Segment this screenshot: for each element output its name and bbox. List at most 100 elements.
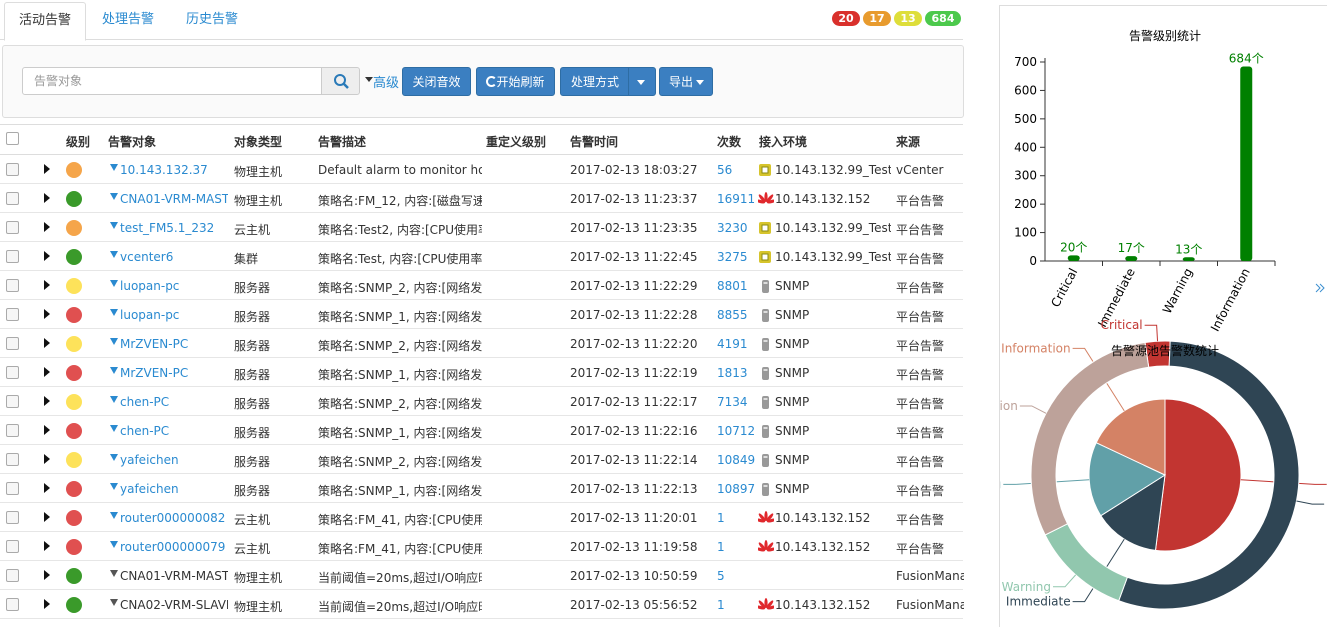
- row-line: [0, 241, 963, 242]
- row-line: [0, 299, 963, 300]
- checkbox[interactable]: [6, 482, 19, 495]
- alarm-object[interactable]: CNA01-VRM-MASTER: [120, 569, 228, 583]
- split-caret: [637, 80, 645, 85]
- filter-icon: [110, 222, 118, 229]
- checkbox[interactable]: [6, 279, 19, 292]
- checkbox[interactable]: [6, 308, 19, 321]
- alarm-object[interactable]: chen-PC: [120, 395, 170, 409]
- toolbar-button[interactable]: 开始刷新: [476, 67, 555, 96]
- alarm-count[interactable]: 1: [717, 540, 725, 554]
- checkbox[interactable]: [6, 395, 19, 408]
- tab[interactable]: 历史告警: [185, 12, 238, 27]
- alarm-count[interactable]: 3275: [717, 250, 748, 264]
- checkbox[interactable]: [6, 221, 19, 234]
- checkbox[interactable]: [6, 540, 19, 553]
- expand-arrow[interactable]: [44, 541, 50, 551]
- alarm-object[interactable]: luopan-pc: [120, 308, 180, 322]
- row-line: [0, 270, 963, 271]
- alarm-count[interactable]: 5: [717, 569, 725, 583]
- alarm-count[interactable]: 4191: [717, 337, 748, 351]
- alarm-object[interactable]: CNA02-VRM-SLAVE: [120, 598, 228, 612]
- expand-arrow[interactable]: [44, 570, 50, 580]
- env-icon: [758, 162, 774, 178]
- expand-arrow[interactable]: [44, 396, 50, 406]
- alarm-object[interactable]: router000000079: [120, 540, 226, 554]
- checkbox[interactable]: [6, 192, 19, 205]
- expand-arrow[interactable]: [44, 367, 50, 377]
- alarm-count[interactable]: 56: [717, 163, 733, 177]
- alarm-object[interactable]: luopan-pc: [120, 279, 180, 293]
- advanced-link[interactable]: 高级: [373, 76, 400, 91]
- object-type: 服务器: [234, 281, 271, 295]
- expand-arrow[interactable]: [44, 599, 50, 609]
- alarm-count[interactable]: 1: [717, 598, 725, 612]
- env-icon: [758, 191, 774, 207]
- alarm-count[interactable]: 1813: [717, 366, 748, 380]
- alarm-object[interactable]: yafeichen: [120, 453, 179, 467]
- table-top-line: [0, 124, 963, 125]
- header-checkbox[interactable]: [6, 132, 19, 145]
- level-dot: [66, 568, 82, 584]
- slice-label: Immediate: [1006, 595, 1071, 609]
- alarm-time: 2017-02-13 11:22:28: [570, 308, 698, 322]
- expand-arrow[interactable]: [44, 338, 50, 348]
- alarm-count[interactable]: 16911: [717, 192, 756, 206]
- expand-arrow[interactable]: [44, 309, 50, 319]
- alarm-object[interactable]: yafeichen: [120, 482, 179, 496]
- filter-icon: [110, 599, 118, 606]
- checkbox[interactable]: [6, 424, 19, 437]
- alarm-object[interactable]: MrZVEN-PC: [120, 366, 189, 380]
- expand-arrow[interactable]: [44, 454, 50, 464]
- expand-arrow[interactable]: [44, 512, 50, 522]
- alarm-time: 2017-02-13 11:20:01: [570, 511, 698, 525]
- column-header: 接入环境: [759, 135, 808, 149]
- tab[interactable]: 处理告警: [101, 12, 154, 27]
- expand-icon[interactable]: [1315, 283, 1325, 293]
- toolbar-button[interactable]: 处理方式: [560, 67, 656, 96]
- checkbox[interactable]: [6, 337, 19, 350]
- alarm-object[interactable]: test_FM5.1_232: [120, 221, 215, 235]
- toolbar-button[interactable]: 导出: [659, 67, 713, 96]
- alarm-desc: 当前阈值=20ms,超过I/O响应时间: [318, 600, 482, 614]
- row-line: [0, 386, 963, 387]
- alarm-count[interactable]: 8855: [717, 308, 748, 322]
- checkbox[interactable]: [6, 163, 19, 176]
- alarm-object[interactable]: chen-PC: [120, 424, 170, 438]
- toolbar-button[interactable]: 关闭音效: [402, 67, 471, 96]
- alarm-object[interactable]: router000000082: [120, 511, 226, 525]
- alarm-count[interactable]: 7134: [717, 395, 748, 409]
- tab[interactable]: 活动告警: [4, 2, 86, 41]
- expand-arrow[interactable]: [44, 164, 50, 174]
- alarm-count[interactable]: 1: [717, 511, 725, 525]
- alarm-object[interactable]: CNA01-VRM-MASTER: [120, 192, 228, 206]
- alarm-object[interactable]: MrZVEN-PC: [120, 337, 189, 351]
- search-button[interactable]: [321, 67, 360, 95]
- checkbox[interactable]: [6, 598, 19, 611]
- checkbox[interactable]: [6, 250, 19, 263]
- column-header: 次数: [717, 135, 742, 149]
- row-line: [0, 357, 963, 358]
- alarm-count[interactable]: 3230: [717, 221, 748, 235]
- expand-arrow[interactable]: [44, 251, 50, 261]
- expand-arrow[interactable]: [44, 193, 50, 203]
- search-input[interactable]: 告警对象: [22, 67, 322, 95]
- expand-arrow[interactable]: [44, 222, 50, 232]
- alarm-time: 2017-02-13 11:23:37: [570, 192, 698, 206]
- expand-arrow[interactable]: [44, 483, 50, 493]
- alarm-count[interactable]: 8801: [717, 279, 748, 293]
- alarm-count[interactable]: 10897: [717, 482, 756, 496]
- alarm-count[interactable]: 10849: [717, 453, 756, 467]
- alarm-object[interactable]: 10.143.132.37: [120, 163, 208, 177]
- expand-arrow[interactable]: [44, 280, 50, 290]
- expand-arrow[interactable]: [44, 425, 50, 435]
- checkbox[interactable]: [6, 453, 19, 466]
- alarm-desc: 策略名:SNMP_1, 内容:[网络发送: [318, 368, 482, 382]
- checkbox[interactable]: [6, 569, 19, 582]
- alarm-count[interactable]: 10712: [717, 424, 756, 438]
- checkbox[interactable]: [6, 511, 19, 524]
- slice-label: Critical: [1101, 318, 1143, 332]
- pie-slice: [1044, 523, 1128, 602]
- badge: 17: [863, 11, 891, 26]
- checkbox[interactable]: [6, 366, 19, 379]
- alarm-object[interactable]: vcenter6: [120, 250, 174, 264]
